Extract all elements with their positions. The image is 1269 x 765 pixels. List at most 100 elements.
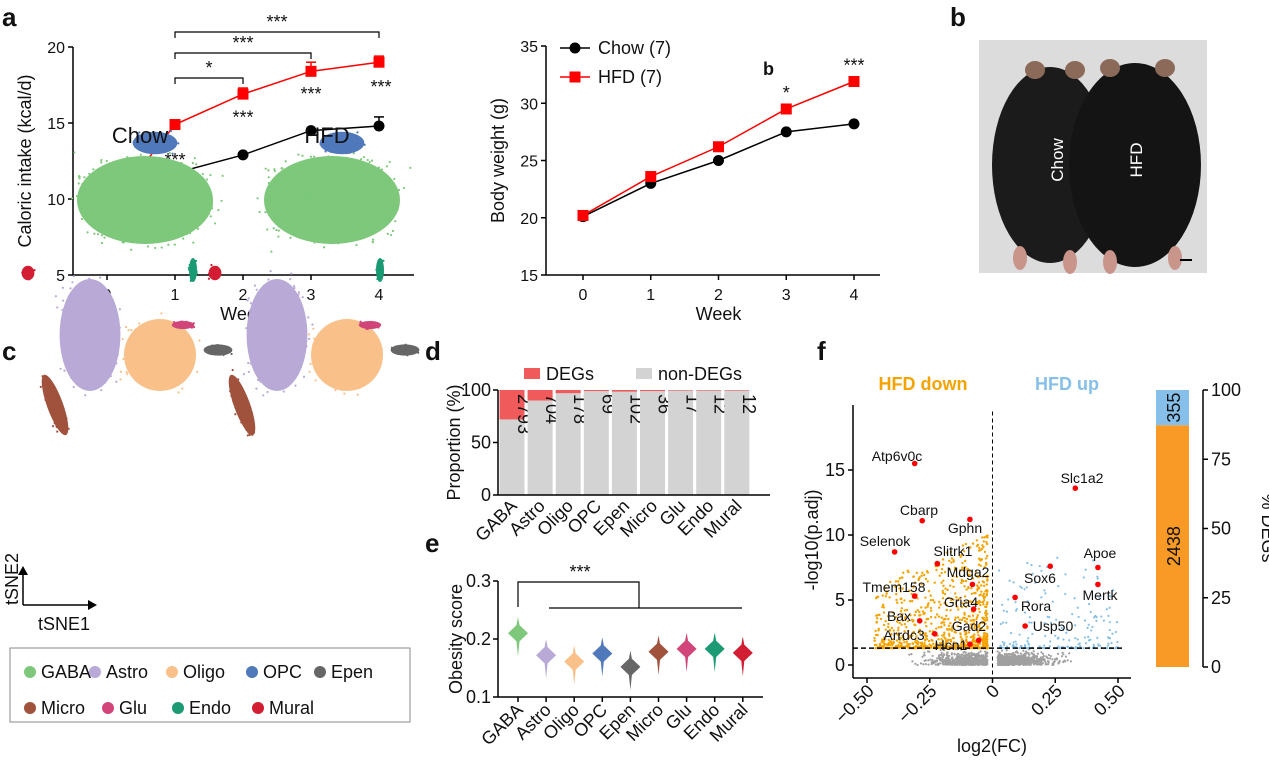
cell-point [137,223,140,226]
cell-point [156,218,160,221]
cell-point [281,207,285,210]
cell-point [80,345,83,348]
cell-point [142,340,145,343]
cell-point [117,197,120,200]
comparison-bracket [174,52,312,59]
cell-point [265,360,268,363]
cell-point [82,330,85,333]
cell-point [273,346,276,349]
cell-point [161,345,164,348]
cell-point [130,361,133,364]
cell-point [98,188,102,191]
cell-point [134,220,137,223]
cell-point [115,334,118,337]
cell-point [286,318,289,321]
tsne-cluster-endo [375,258,385,282]
cell-point [221,347,224,350]
cell-point [72,354,76,357]
cell-point [343,187,346,190]
cell-point [200,198,203,201]
cell-point [353,223,356,226]
cell-point [341,181,345,185]
cell-point [80,343,83,346]
cell-point [289,303,292,306]
cell-point [122,357,125,361]
cell-point [196,370,199,373]
cell-point [184,209,188,212]
cell-point [280,381,283,384]
ear [1100,59,1120,77]
cell-point [282,355,285,358]
cell-point [169,182,172,185]
cell-point [131,238,134,241]
cell-point [120,229,123,232]
cell-point [292,180,295,183]
cell-point [119,206,122,209]
cell-point [155,373,158,376]
legend-label-glu: Glu [119,698,147,718]
cell-point [345,161,348,165]
cell-point [76,314,80,318]
cell-point [163,324,166,327]
cell-point [127,228,130,231]
cell-point [231,368,234,372]
cell-point [377,196,380,200]
cell-point [149,180,152,183]
cell-point [250,347,254,350]
cell-point [322,167,325,171]
cell-point [336,181,340,184]
cell-point [168,332,172,336]
cell-point [147,349,150,352]
cell-point [92,303,95,306]
cell-point [127,207,131,210]
tsne-cluster-oligo [119,312,201,394]
cell-point [340,200,343,203]
cell-point [196,178,199,181]
cell-point [275,345,278,349]
cell-point [99,207,102,210]
cell-point [229,349,232,353]
cell-point [157,184,160,188]
cell-point [216,343,219,347]
cell-point [85,301,88,305]
cell-point [286,344,290,347]
cell-point [347,320,350,323]
cell-point [269,331,272,334]
cell-point [79,346,82,350]
cell-point [195,201,198,205]
cell-point [136,365,139,368]
x-tick-label: 4 [375,287,384,304]
cell-point [135,343,138,346]
cell-point [172,203,175,206]
hfd-mouse [1069,63,1201,267]
cell-point [107,210,110,213]
cell-point [98,339,101,342]
cell-point [331,364,334,367]
cell-point [308,193,311,196]
cell-point [97,190,100,193]
cell-point [104,349,107,352]
cell-point [349,194,353,197]
cell-point [304,216,307,219]
cell-point [114,327,117,330]
cell-point [108,303,111,306]
cell-point [77,356,80,359]
cell-point [267,176,270,179]
cell-point [106,175,109,178]
cell-point [113,192,117,196]
cell-point [208,272,211,275]
cell-point [89,298,92,301]
cell-point [148,178,152,181]
cell-point [159,351,162,354]
cell-point [102,199,105,202]
cell-point [262,320,265,323]
cell-point [275,338,279,341]
cell-point [293,337,297,341]
cell-point [295,208,298,211]
cell-point [313,198,316,201]
cell-point [187,223,190,226]
cell-point [324,359,327,362]
cell-point [161,234,164,237]
cell-point [381,271,384,275]
cell-point [340,158,343,162]
